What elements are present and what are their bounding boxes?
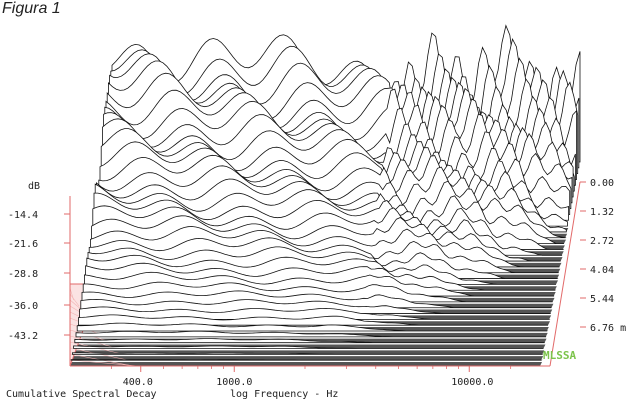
x-tick-label: 400.0 (123, 377, 153, 388)
chart-title: Cumulative Spectral Decay (6, 389, 157, 400)
decay-slice (70, 359, 543, 361)
decay-slice (74, 338, 545, 344)
decay-slice (72, 352, 543, 355)
y-tick-label: -43.2 (8, 331, 38, 342)
z-tick-label: 2.72 (590, 236, 614, 247)
z-axis-line (549, 181, 581, 367)
decay-slice (80, 298, 551, 314)
decay-slice (79, 306, 551, 320)
decay-slice (76, 322, 549, 332)
z-tick-label: 4.04 (590, 265, 614, 276)
axes-group: 400.0 1000.0 10000.0 -14.4 -21.6 -28.8 -36.0 -4… (8, 178, 627, 388)
figure-caption: Figura 1 (2, 0, 61, 17)
hatch-line (69, 293, 80, 307)
z-tick-label: 6.76 msec (590, 323, 627, 334)
z-tick-label: 0.00 (590, 178, 614, 189)
x-axis-label: log Frequency - Hz (230, 389, 338, 400)
floor-band (70, 362, 542, 366)
hatch-line (69, 359, 139, 367)
decay-slice (75, 330, 547, 338)
z-tick-label: 5.44 (590, 294, 614, 305)
y-tick-label: -28.8 (8, 269, 38, 280)
x-tick-label: 1000.0 (216, 377, 252, 388)
y-tick-label: -21.6 (8, 239, 38, 250)
floor-band (71, 356, 544, 361)
decay-slice (73, 345, 544, 349)
spectral-traces (70, 24, 581, 367)
z-tick-label: 1.32 (590, 207, 614, 218)
x-tick-label: 10000.0 (451, 377, 493, 388)
y-axis-label: dB (28, 181, 40, 192)
y-tick-label: -14.4 (8, 210, 38, 221)
software-label: MLSSA (543, 349, 576, 362)
y-tick-label: -36.0 (8, 301, 38, 312)
decay-slice (78, 314, 548, 326)
